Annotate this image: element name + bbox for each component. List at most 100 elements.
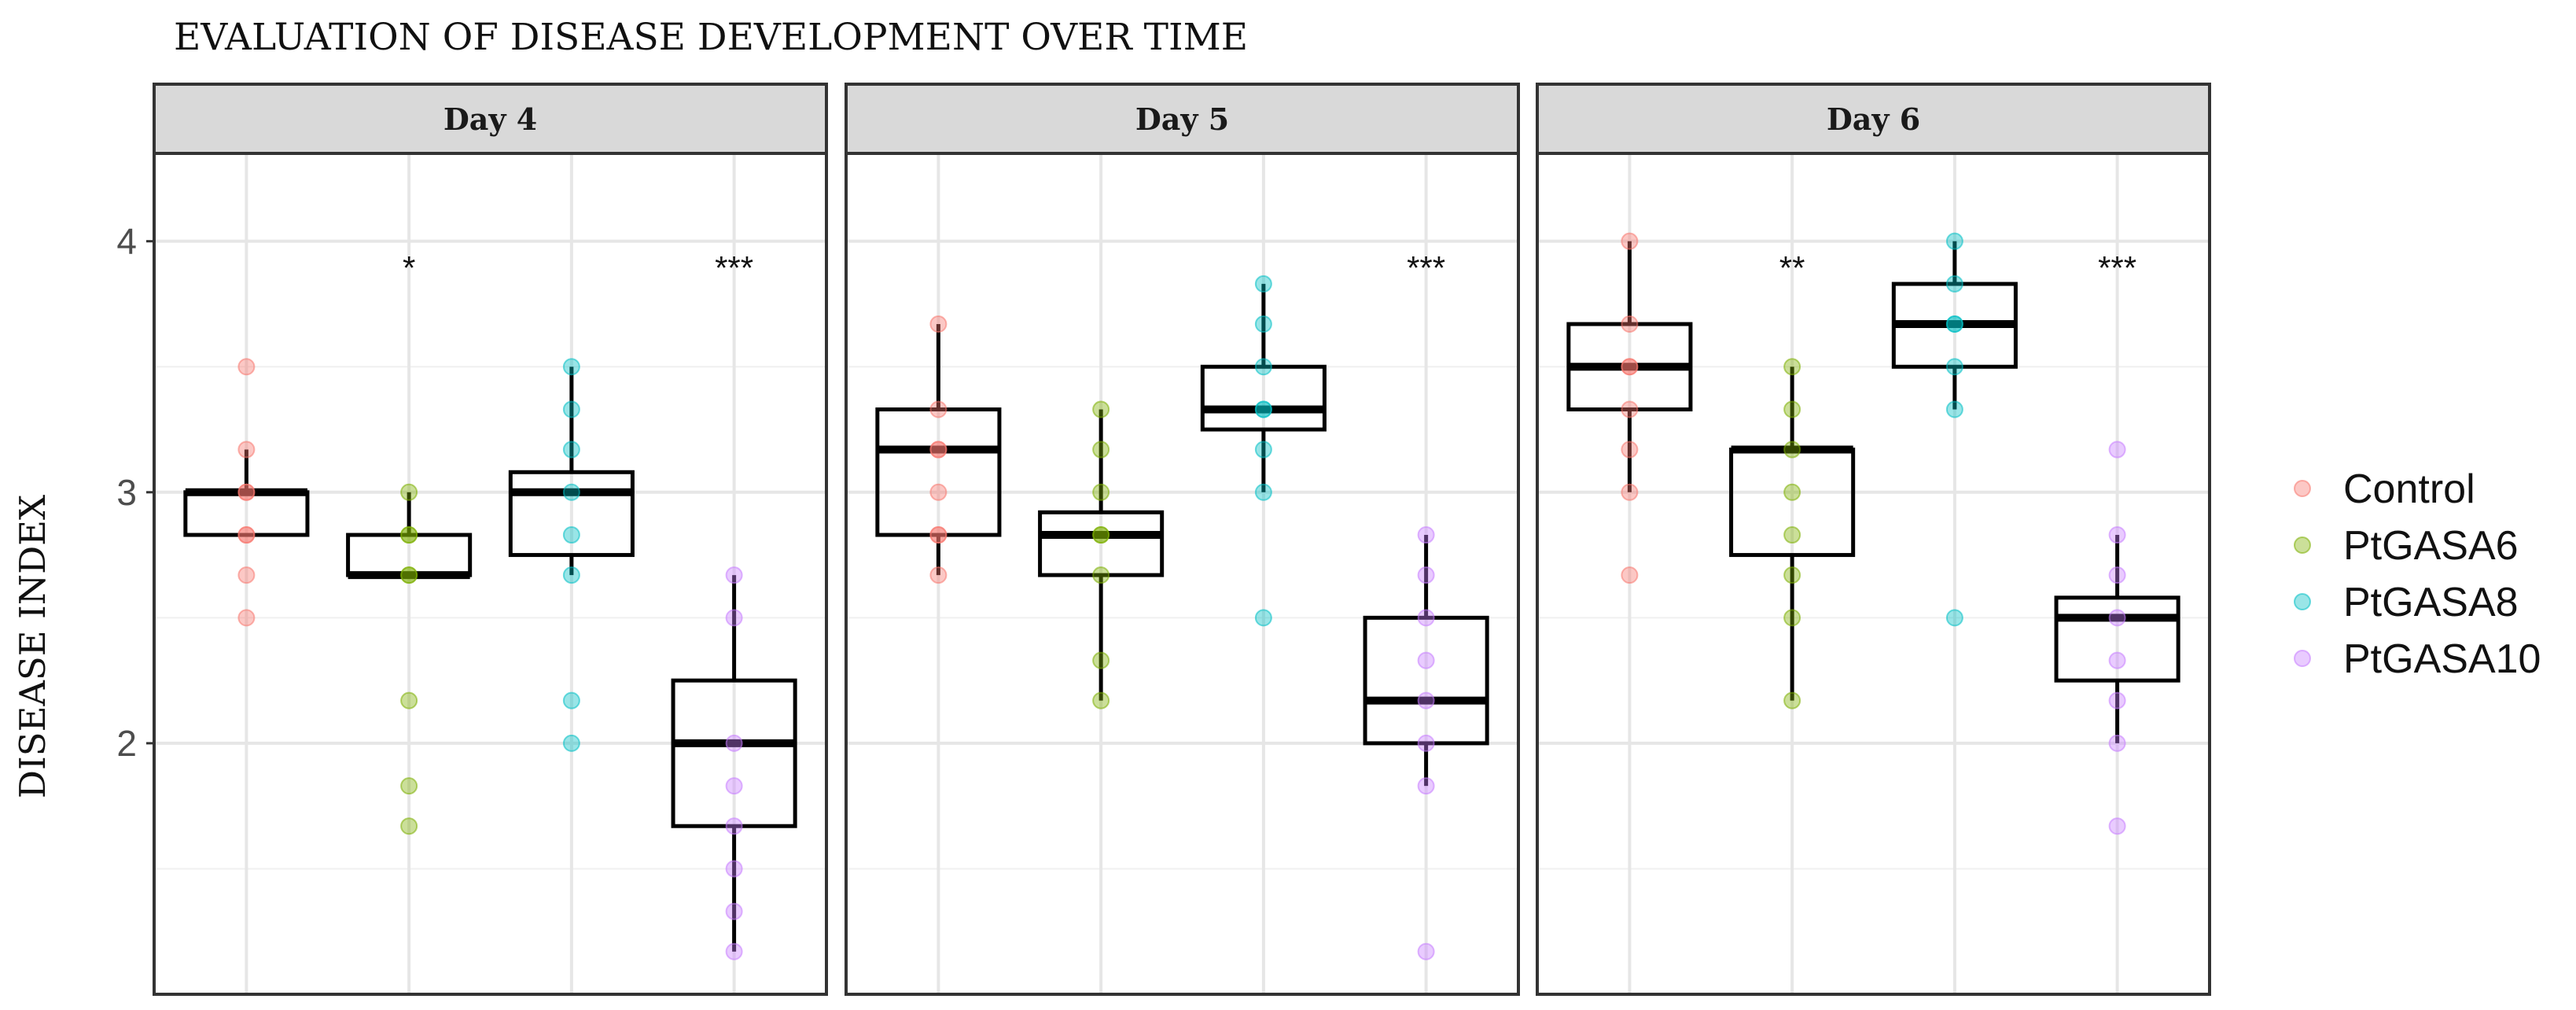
facet-strip [153, 83, 828, 155]
significance-label: *** [2098, 249, 2136, 286]
legend-label: PtGASA10 [2343, 636, 2541, 682]
facet-strip-label: Day 5 [1135, 101, 1229, 137]
panel-day-6: Day 6** *** [1536, 83, 2211, 996]
significance-label: * [403, 249, 415, 286]
legend: Control PtGASA6 PtGASA8 PtGASA10 [2294, 466, 2541, 682]
data-point [1783, 566, 1801, 584]
legend-key [2294, 480, 2311, 497]
panel-border [1536, 152, 2211, 996]
legend-item-ptgasa10: PtGASA10 [2294, 636, 2541, 682]
significance-label: ** [1779, 249, 1805, 286]
box-ptgasa8 [1200, 275, 1327, 627]
data-point [562, 440, 580, 459]
box-iqr [508, 470, 635, 558]
data-point [400, 691, 418, 710]
data-point [400, 566, 418, 584]
data-point [1621, 358, 1639, 376]
data-point [1945, 232, 1963, 250]
data-point [725, 777, 743, 795]
box-iqr [2054, 595, 2180, 683]
panel-day-5: Day 5 *** [845, 83, 1520, 996]
box-ptgasa6 [1038, 400, 1165, 710]
data-point [1417, 734, 1435, 752]
data-point [1945, 400, 1963, 418]
data-point [725, 942, 743, 960]
data-point [1092, 440, 1110, 459]
data-point [1945, 358, 1963, 376]
data-point [2108, 526, 2126, 544]
data-point [562, 358, 580, 376]
data-point [1254, 358, 1272, 376]
data-point [237, 440, 256, 459]
box-ptgasa6: * [346, 249, 473, 835]
box-ptgasa10: *** [1363, 249, 1489, 960]
y-axis-label: DISEASE INDEX [12, 495, 53, 798]
data-point [1254, 483, 1272, 501]
data-point [2108, 691, 2126, 710]
data-point [1092, 566, 1110, 584]
data-point [1417, 526, 1435, 544]
y-axis-ticks: 2 3 4 [116, 221, 154, 764]
box-ptgasa10: *** [2054, 249, 2180, 835]
data-point [2108, 734, 2126, 752]
chart-title: EVALUATION OF DISEASE DEVELOPMENT OVER T… [174, 16, 1248, 59]
data-point [929, 400, 948, 418]
data-point [929, 566, 948, 584]
data-point [562, 483, 580, 501]
data-point [725, 902, 743, 920]
facet-strip-label: Day 6 [1827, 101, 1920, 137]
data-point [2108, 651, 2126, 669]
box-control [1566, 232, 1693, 584]
data-point [562, 734, 580, 752]
data-point [1783, 691, 1801, 710]
data-point [1783, 483, 1801, 501]
data-point [1783, 440, 1801, 459]
data-point [1945, 315, 1963, 333]
data-point [1621, 232, 1639, 250]
box-ptgasa10: *** [671, 249, 797, 960]
data-point [929, 315, 948, 333]
data-point [725, 860, 743, 878]
data-point [1945, 275, 1963, 293]
data-point [725, 609, 743, 627]
data-point [929, 483, 948, 501]
box-control [183, 358, 310, 627]
box-ptgasa8 [508, 358, 635, 752]
legend-key [2294, 593, 2311, 610]
legend-item-ptgasa6: PtGASA6 [2294, 523, 2519, 569]
data-point [2108, 817, 2126, 835]
box-iqr [671, 678, 797, 828]
data-point [237, 566, 256, 584]
facet-strip-label: Day 4 [443, 101, 537, 137]
data-point [1254, 275, 1272, 293]
data-point [1092, 526, 1110, 544]
data-point [1092, 483, 1110, 501]
data-point [237, 483, 256, 501]
data-point [1621, 483, 1639, 501]
box-iqr [1038, 510, 1165, 577]
data-point [237, 609, 256, 627]
y-tick-label: 4 [116, 221, 137, 262]
data-point [1621, 440, 1639, 459]
box-iqr [1363, 615, 1489, 746]
data-point [725, 734, 743, 752]
data-point [725, 566, 743, 584]
panel-border [153, 152, 828, 996]
data-point [1783, 609, 1801, 627]
data-point [1092, 651, 1110, 669]
data-point [1417, 777, 1435, 795]
data-point [1417, 942, 1435, 960]
box-iqr [1200, 364, 1327, 432]
data-point [400, 483, 418, 501]
significance-label: *** [1407, 249, 1445, 286]
data-point [1621, 566, 1639, 584]
data-point [1092, 400, 1110, 418]
legend-label: PtGASA8 [2343, 580, 2519, 625]
data-point [400, 526, 418, 544]
legend-label: Control [2343, 466, 2475, 512]
data-point [1783, 526, 1801, 544]
data-point [1417, 566, 1435, 584]
plot-background [1537, 153, 2210, 994]
data-point [725, 817, 743, 835]
